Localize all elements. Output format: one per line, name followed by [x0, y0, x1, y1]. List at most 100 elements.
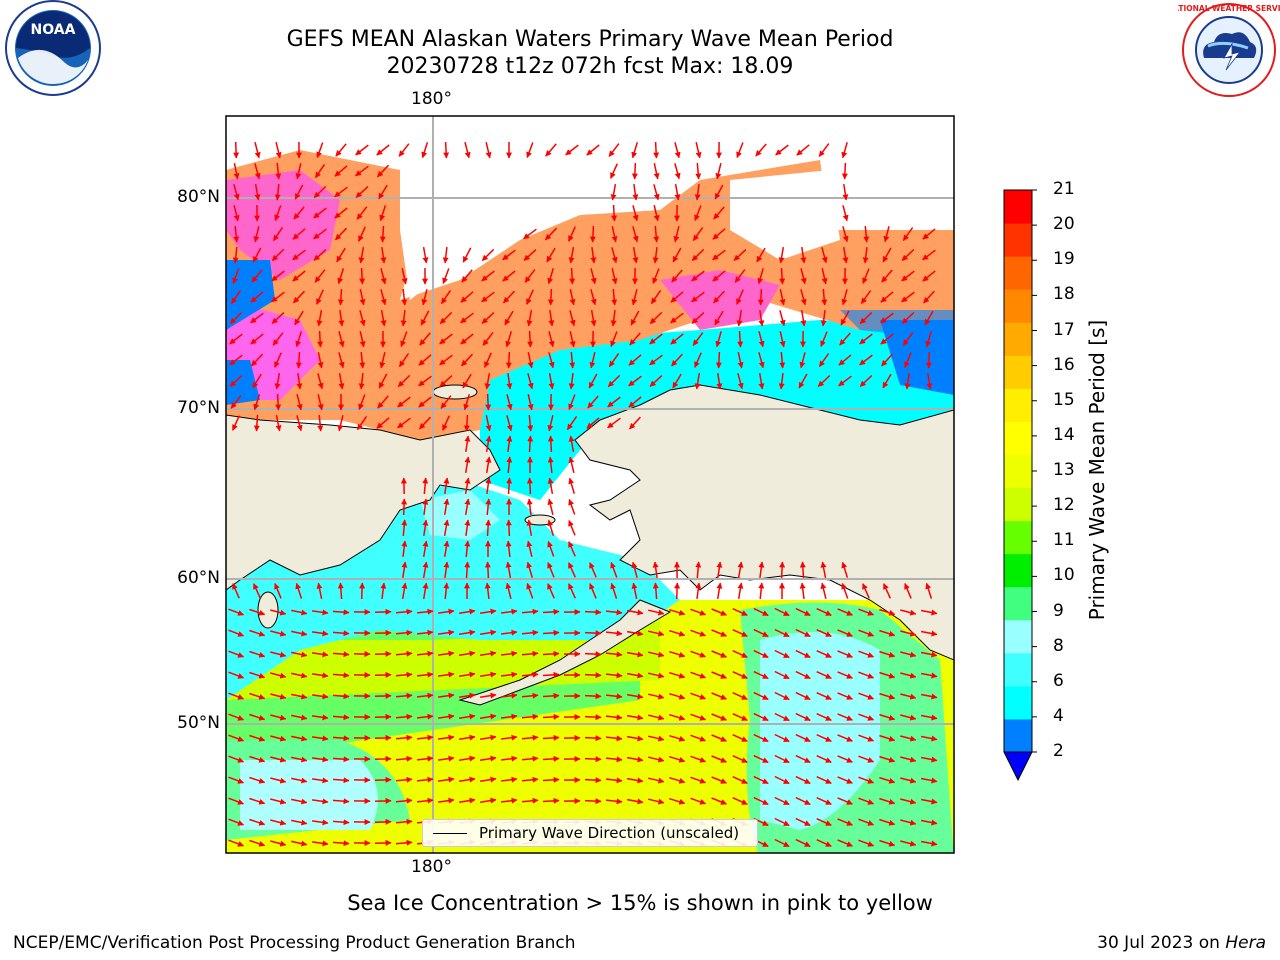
wave-direction-arrow [337, 415, 344, 432]
wave-direction-arrow [631, 162, 638, 180]
wave-direction-arrow [271, 248, 285, 262]
wave-direction-arrow [653, 184, 660, 201]
wave-direction-arrow [380, 309, 387, 327]
wave-direction-arrow [374, 818, 392, 825]
wave-direction-arrow [311, 693, 329, 700]
wave-direction-arrow [437, 692, 455, 699]
colorbar-tick-label: 19 [1053, 249, 1075, 270]
wave-direction-arrow [858, 650, 875, 658]
wave-direction-arrow [670, 291, 684, 303]
wave-direction-arrow [374, 608, 392, 615]
wave-direction-arrow [753, 607, 769, 617]
wave-direction-arrow [311, 609, 329, 616]
wave-direction-arrow [271, 270, 285, 282]
wave-direction-arrow [902, 227, 914, 241]
wave-direction-arrow [464, 540, 471, 558]
wave-direction-arrow [920, 798, 938, 805]
colorbar-tick-label: 10 [1053, 565, 1075, 586]
wave-direction-arrow [439, 333, 453, 345]
wave-direction-arrow [611, 247, 618, 264]
wave-direction-arrow [816, 734, 832, 742]
colorbar-tick-label: 2 [1053, 741, 1064, 761]
wave-direction-arrow [458, 650, 476, 657]
wave-direction-arrow [674, 163, 681, 180]
wave-direction-arrow [648, 609, 665, 616]
wave-direction-arrow [419, 332, 431, 346]
wave-direction-arrow [837, 650, 853, 658]
wave-direction-arrow [695, 582, 702, 599]
wave-direction-arrow [398, 143, 410, 157]
wave-direction-arrow [401, 582, 408, 600]
wave-direction-arrow [711, 734, 727, 742]
wave-direction-arrow [631, 289, 638, 306]
wave-direction-arrow [505, 351, 512, 369]
wave-direction-arrow [270, 630, 287, 637]
wave-direction-arrow [858, 797, 875, 805]
wave-direction-arrow [249, 776, 266, 784]
wave-direction-arrow [270, 798, 287, 805]
wave-direction-arrow [460, 291, 474, 303]
wave-direction-arrow [611, 268, 618, 285]
wave-direction-arrow [233, 141, 240, 159]
wave-direction-arrow [820, 561, 827, 579]
wave-direction-arrow [901, 270, 915, 282]
wave-direction-arrow [230, 289, 242, 305]
wave-direction-arrow [858, 839, 875, 847]
wave-direction-arrow [589, 562, 597, 578]
wave-direction-arrow [292, 270, 306, 282]
wave-direction-arrow [292, 228, 306, 240]
wave-direction-arrow [249, 839, 266, 847]
wave-direction-arrow [879, 713, 896, 721]
wave-direction-arrow [417, 797, 434, 804]
wave-direction-arrows [228, 141, 938, 848]
wave-direction-arrow [732, 755, 748, 763]
wave-direction-arrow [295, 351, 302, 369]
wave-direction-arrow [479, 629, 497, 636]
wave-direction-arrow [291, 609, 308, 616]
wave-direction-arrow [816, 671, 832, 679]
wave-direction-arrow [547, 540, 555, 557]
wave-direction-arrow [291, 735, 308, 742]
wave-direction-arrow [458, 734, 476, 741]
wave-direction-arrow [418, 354, 432, 366]
wave-direction-arrow [316, 142, 324, 159]
wave-direction-arrow [648, 735, 665, 742]
wave-direction-arrow [547, 583, 555, 599]
wave-direction-arrow [295, 582, 303, 599]
wave-direction-arrow [334, 165, 348, 177]
wave-direction-arrow [690, 755, 707, 763]
wave-direction-arrow [249, 692, 266, 700]
wave-direction-arrow [860, 290, 872, 304]
wave-direction-arrow [313, 185, 327, 199]
wave-direction-arrow [605, 693, 623, 700]
wave-direction-arrow [292, 249, 306, 261]
wave-direction-arrow [626, 756, 644, 763]
wave-direction-arrow [250, 333, 264, 345]
wave-direction-arrow [569, 310, 576, 327]
wave-direction-arrow [422, 540, 429, 558]
wave-direction-arrow [736, 309, 743, 327]
wave-direction-arrow [652, 561, 659, 579]
wave-direction-arrow [401, 540, 408, 557]
wave-direction-arrow [374, 755, 392, 762]
wave-direction-arrow [291, 630, 308, 637]
wave-direction-arrow [626, 735, 644, 742]
wave-direction-arrow [758, 309, 765, 327]
footer-credit: NCEP/EMC/Verification Post Processing Pr… [13, 933, 576, 953]
wave-direction-arrow [859, 311, 873, 325]
wave-direction-arrow [334, 227, 348, 241]
colorbar-segment [1004, 256, 1032, 290]
wave-direction-arrow [774, 691, 790, 701]
wave-direction-arrow [442, 415, 450, 431]
wave-direction-arrow [859, 354, 873, 366]
wave-direction-arrow [463, 394, 471, 411]
wave-direction-arrow [502, 270, 516, 282]
wave-direction-arrow [821, 288, 828, 306]
wave-direction-arrow [753, 775, 769, 785]
wave-direction-arrow [920, 609, 938, 616]
wave-direction-arrow [311, 630, 329, 637]
wave-direction-arrow [443, 519, 450, 537]
wave-direction-arrow [275, 142, 282, 159]
wave-direction-arrow [313, 249, 327, 261]
wave-direction-arrow [774, 775, 790, 785]
